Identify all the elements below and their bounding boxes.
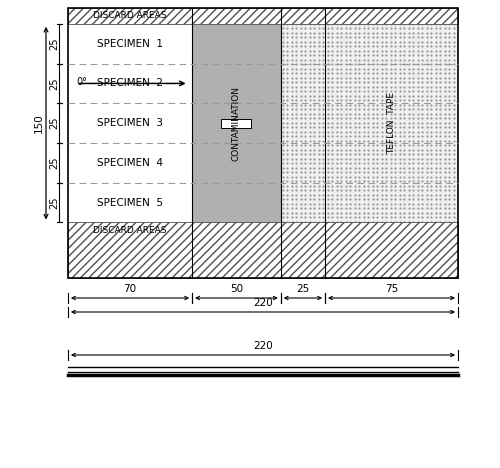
Text: SPECIMEN  3: SPECIMEN 3 — [97, 118, 163, 128]
Text: 25: 25 — [49, 37, 59, 50]
Bar — [68, 8, 458, 278]
Text: TEFLON  TAPE: TEFLON TAPE — [387, 92, 396, 154]
Bar — [280, 8, 458, 278]
Bar — [192, 8, 280, 278]
Text: 150: 150 — [34, 113, 44, 133]
Text: 70: 70 — [124, 284, 136, 294]
Text: SPECIMEN  1: SPECIMEN 1 — [97, 39, 163, 49]
Text: 220: 220 — [253, 298, 273, 308]
Text: 25: 25 — [49, 77, 59, 90]
Text: SPECIMEN  2: SPECIMEN 2 — [97, 79, 163, 88]
Text: SPECIMEN  4: SPECIMEN 4 — [97, 158, 163, 168]
Text: DISCARD AREAS: DISCARD AREAS — [94, 226, 167, 235]
Text: 75: 75 — [385, 284, 398, 294]
Text: 50: 50 — [230, 284, 243, 294]
Text: 25: 25 — [49, 157, 59, 169]
Text: CONTAMINATION: CONTAMINATION — [232, 86, 241, 161]
Bar — [68, 8, 458, 24]
Bar — [68, 222, 458, 278]
Text: 25: 25 — [49, 196, 59, 209]
Text: 25: 25 — [49, 117, 59, 129]
Text: SPECIMEN  5: SPECIMEN 5 — [97, 197, 163, 208]
FancyBboxPatch shape — [222, 119, 252, 128]
Text: DISCARD AREAS: DISCARD AREAS — [94, 11, 167, 21]
Text: 220: 220 — [253, 341, 273, 351]
Text: 0°: 0° — [77, 78, 88, 88]
Text: 25: 25 — [296, 284, 310, 294]
